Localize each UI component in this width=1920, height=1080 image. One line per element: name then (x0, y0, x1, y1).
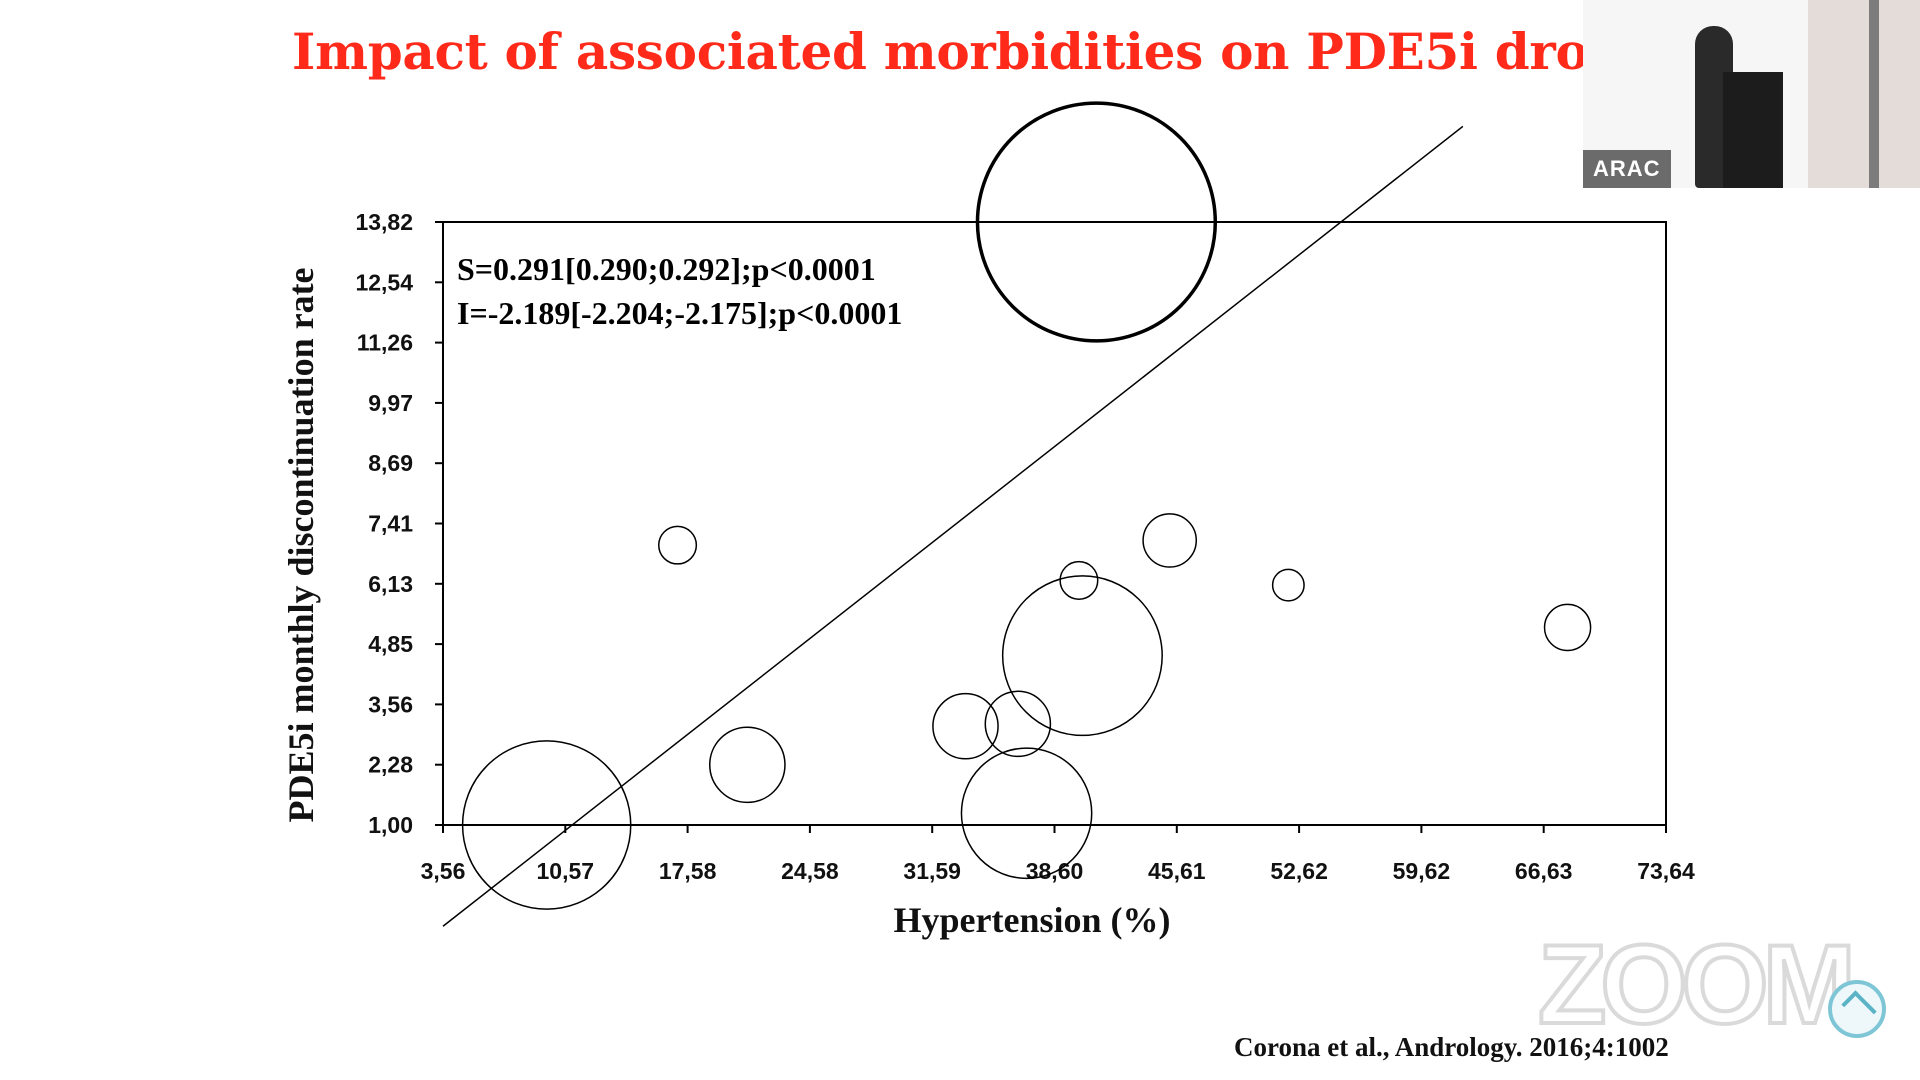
y-tick-label: 6,13 (368, 571, 413, 597)
slide-title: Impact of associated morbidities on PDE5… (292, 22, 1791, 81)
regression-layer (442, 125, 1464, 927)
x-tick-label: 31,59 (903, 858, 961, 884)
x-tick-label: 52,62 (1270, 858, 1328, 884)
data-bubble (984, 690, 1052, 758)
data-bubble (975, 101, 1218, 343)
speaker-video-thumbnail[interactable]: ARAC (1583, 0, 1920, 188)
y-tick-label: 3,56 (368, 691, 413, 717)
speaker-name-label: ARAC (1583, 150, 1671, 188)
data-bubble (1059, 560, 1099, 600)
data-bubble (1001, 575, 1163, 737)
y-tick-label: 4,85 (368, 631, 413, 657)
y-tick-label: 11,26 (357, 330, 413, 356)
organizer-logo-icon (1828, 980, 1886, 1038)
bubble-layer (461, 101, 1592, 910)
data-bubble (932, 692, 999, 760)
regression-line (442, 125, 1464, 927)
x-tick-label: 3,56 (421, 858, 466, 884)
citation: Corona et al., Andrology. 2016;4:1002 (1234, 1032, 1669, 1062)
data-bubble (960, 747, 1093, 880)
x-tick-label: 10,57 (537, 858, 595, 884)
background-wall (1808, 0, 1920, 188)
data-bubble (461, 740, 632, 910)
x-tick-label: 45,61 (1148, 858, 1206, 884)
x-tick-label: 66,63 (1515, 858, 1573, 884)
intercept-annotation: I=-2.189[-2.204;-2.175];p<0.0001 (457, 295, 902, 331)
y-tick-label: 7,41 (368, 511, 413, 537)
x-axis-title: Hypertension (%) (894, 900, 1171, 940)
x-tick-label: 24,58 (781, 858, 839, 884)
x-axis: 3,56 10,57 17,58 24,58 31,59 38,60 45,61 52,62 5… (421, 825, 1695, 884)
y-axis-title: PDE5i monthly discontinuation rate (281, 267, 321, 822)
x-tick-label: 17,58 (659, 858, 717, 884)
y-tick-label: 1,00 (368, 812, 413, 838)
podium (1723, 72, 1783, 188)
data-bubble (1543, 603, 1592, 652)
y-tick-label: 2,28 (368, 752, 413, 778)
y-axis: 1,00 2,28 3,56 4,85 6,13 7,41 8,69 9,97 11,26 12,… (355, 209, 443, 838)
data-bubble (1142, 513, 1198, 568)
data-bubble (657, 525, 698, 565)
data-bubble (709, 726, 786, 804)
y-tick-label: 8,69 (368, 450, 413, 476)
data-bubble (1271, 568, 1305, 602)
y-tick-label: 9,97 (368, 390, 413, 416)
x-tick-label: 38,60 (1026, 858, 1084, 884)
wall-stripe (1869, 0, 1879, 188)
slope-annotation: S=0.291[0.290;0.292];p<0.0001 (457, 251, 876, 287)
zoom-watermark: ZOOM (1536, 920, 1858, 1049)
y-tick-label: 12,54 (355, 269, 413, 295)
y-tick-label: 13,82 (355, 209, 413, 235)
x-tick-label: 59,62 (1393, 858, 1451, 884)
x-tick-label: 73,64 (1637, 858, 1695, 884)
